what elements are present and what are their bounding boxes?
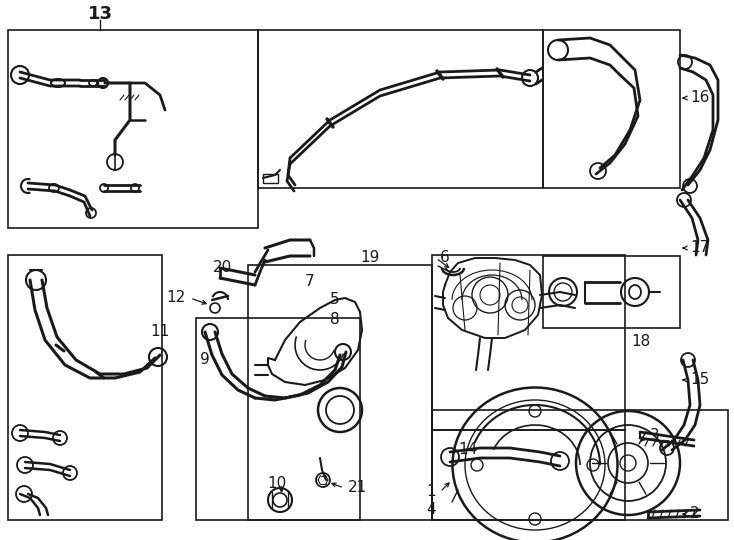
Bar xyxy=(248,265,432,520)
Bar xyxy=(543,256,680,328)
Bar xyxy=(543,30,680,188)
Text: 19: 19 xyxy=(360,251,379,266)
Bar xyxy=(196,318,360,520)
Text: 4: 4 xyxy=(426,503,436,517)
Bar xyxy=(258,30,543,188)
Text: 8: 8 xyxy=(330,313,340,327)
Text: 2: 2 xyxy=(690,507,700,522)
Text: 14: 14 xyxy=(458,442,477,457)
Text: 10: 10 xyxy=(267,476,286,491)
Bar xyxy=(8,30,258,228)
Bar xyxy=(263,174,278,183)
Text: 20: 20 xyxy=(212,260,232,275)
Bar xyxy=(8,255,162,520)
Text: 16: 16 xyxy=(690,91,709,105)
Text: 21: 21 xyxy=(348,481,367,496)
Bar xyxy=(432,430,625,520)
Text: 18: 18 xyxy=(631,334,650,349)
Text: 12: 12 xyxy=(167,291,186,306)
Text: 17: 17 xyxy=(690,240,709,255)
Text: 5: 5 xyxy=(330,293,340,307)
Text: 3: 3 xyxy=(650,429,660,443)
Text: 9: 9 xyxy=(200,353,210,368)
Text: 15: 15 xyxy=(690,373,709,388)
Bar xyxy=(432,255,625,430)
Text: 1: 1 xyxy=(426,484,436,500)
Text: 7: 7 xyxy=(305,274,315,289)
Text: 6: 6 xyxy=(440,251,450,266)
Text: 13: 13 xyxy=(87,5,112,23)
Text: 11: 11 xyxy=(150,325,170,340)
Bar xyxy=(432,410,728,520)
